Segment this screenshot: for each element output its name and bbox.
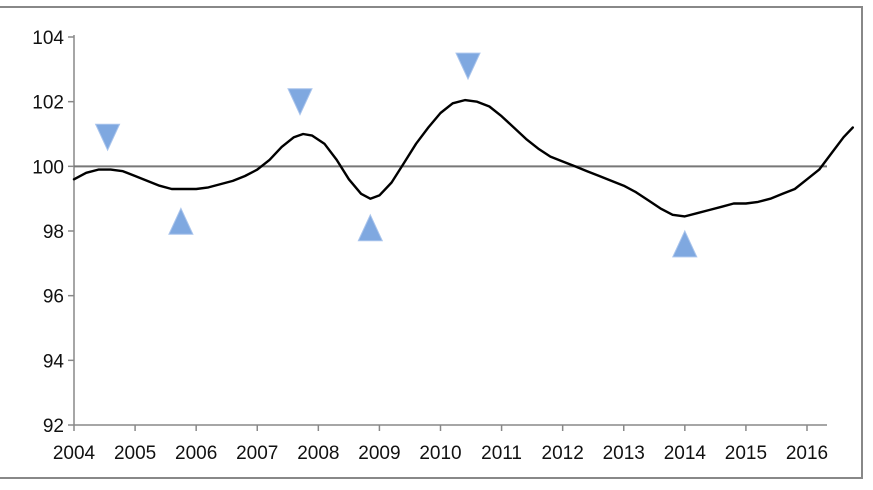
x-tick-label: 2007 xyxy=(236,443,278,464)
trough-marker-up-triangle xyxy=(357,213,384,242)
x-tick-label: 2008 xyxy=(297,443,339,464)
y-tick-label: 94 xyxy=(43,351,65,372)
y-tick-label: 96 xyxy=(43,287,64,308)
axes: 92 94 96 98 100 102 104 2004 2005 2006 2007 2008 200… xyxy=(32,28,828,464)
trough-marker-up-triangle xyxy=(168,207,194,235)
x-tick-label: 2015 xyxy=(725,443,767,464)
series-group xyxy=(72,98,854,218)
peak-marker-down-triangle xyxy=(94,123,121,152)
y-tick-label: 104 xyxy=(32,28,64,49)
series-line xyxy=(72,98,854,218)
peak-marker-down-triangle xyxy=(287,88,313,116)
y-tick-label: 92 xyxy=(43,416,64,437)
y-tick-label: 102 xyxy=(32,93,64,114)
x-tick-label: 2011 xyxy=(481,443,522,464)
x-tick-label: 2014 xyxy=(664,443,707,464)
chart-border xyxy=(0,6,863,479)
x-tick-label: 2013 xyxy=(603,443,645,464)
x-tick-label: 2004 xyxy=(53,443,96,464)
trough-marker-up-triangle xyxy=(672,229,698,258)
x-tick-label: 2005 xyxy=(114,443,156,464)
turning-point-markers xyxy=(94,52,698,258)
y-tick-label: 98 xyxy=(43,222,64,243)
x-tick-label: 2006 xyxy=(175,443,217,464)
chart-frame xyxy=(0,6,863,479)
x-tick-label: 2016 xyxy=(786,443,828,464)
x-tick-label: 2010 xyxy=(419,443,461,464)
x-tick-label: 2012 xyxy=(542,443,584,464)
y-tick-label: 100 xyxy=(32,157,64,178)
x-tick-label: 2009 xyxy=(358,443,400,464)
peak-marker-down-triangle xyxy=(455,52,481,81)
